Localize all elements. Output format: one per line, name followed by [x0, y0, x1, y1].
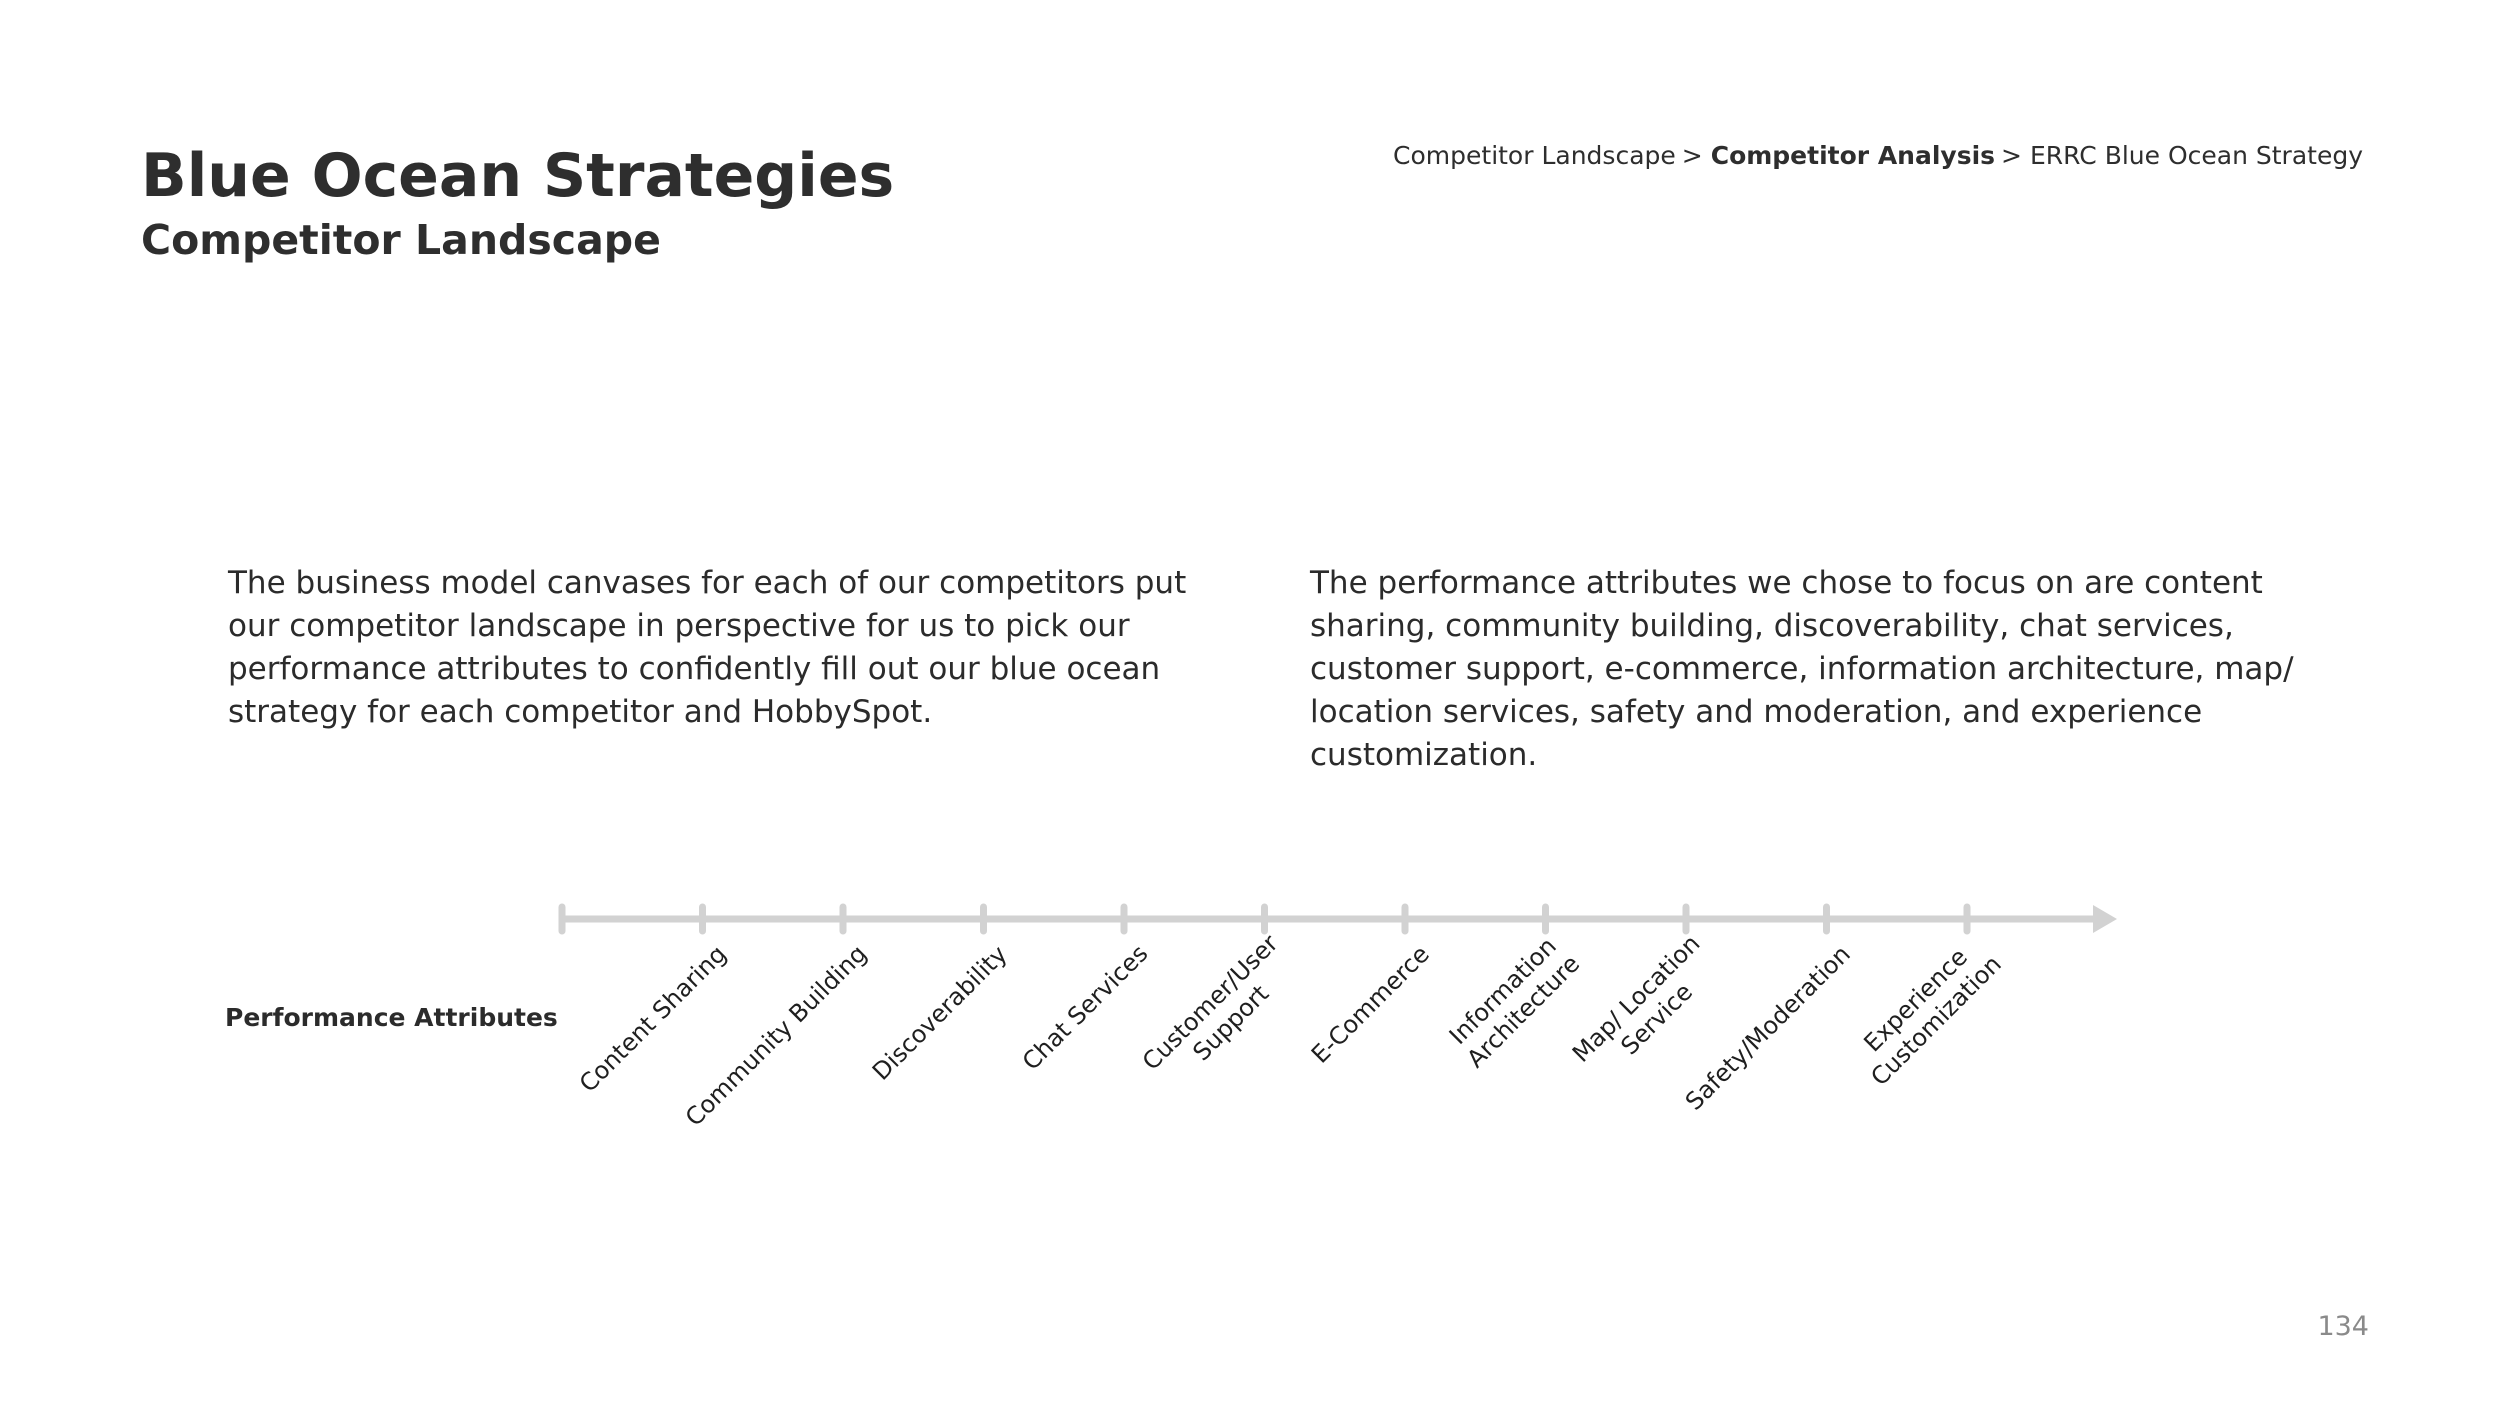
- breadcrumb-item-competitor-landscape[interactable]: Competitor Landscape: [1393, 141, 1676, 170]
- breadcrumb-separator: >: [1681, 141, 1703, 170]
- intro-paragraph-right: The performance attributes we chose to f…: [1310, 565, 2294, 773]
- intro-paragraph-left: The business model canvases for each of …: [228, 565, 1187, 730]
- breadcrumb-item-errc-blue-ocean-strategy[interactable]: ERRC Blue Ocean Strategy: [2030, 141, 2363, 170]
- page-title: Blue Ocean Strategies: [141, 141, 895, 211]
- breadcrumb: Competitor Landscape > Competitor Analysis…: [1393, 139, 2363, 173]
- axis-title: Performance Attributes: [225, 1003, 558, 1032]
- page-number: 134: [2317, 1311, 2369, 1342]
- axis-arrowhead: [2093, 905, 2117, 933]
- breadcrumb-separator: >: [2001, 141, 2022, 170]
- breadcrumb-item-competitor-analysis[interactable]: Competitor Analysis: [1710, 141, 1996, 170]
- page-subtitle: Competitor Landscape: [141, 216, 661, 264]
